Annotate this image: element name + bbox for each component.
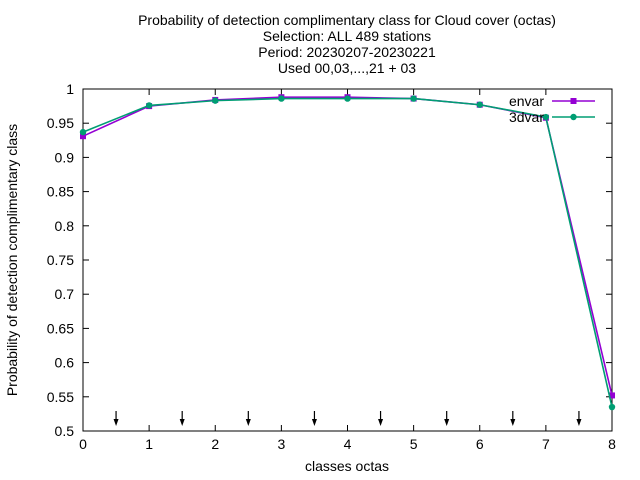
data-point-3dvar (410, 95, 417, 102)
x-tick-label: 6 (476, 436, 484, 452)
x-tick-label: 1 (145, 436, 153, 452)
y-tick-label: 0.9 (55, 149, 75, 165)
y-tick-label: 0.55 (47, 389, 74, 405)
y-tick-label: 0.75 (47, 252, 74, 268)
class-boundary-arrow-head (510, 419, 516, 426)
chart-title-line-1: Probability of detection complimentary c… (138, 12, 556, 28)
legend-marker-envar (570, 98, 577, 104)
legend-label-3dvar: 3dvar (509, 109, 544, 125)
y-tick-label: 0.5 (55, 423, 75, 439)
data-point-envar (80, 133, 86, 140)
chart-title-line-2: Selection: ALL 489 stations (262, 28, 432, 44)
x-tick-label: 2 (211, 436, 219, 452)
x-tick-label: 4 (344, 436, 352, 452)
chart-title-line-3: Period: 20230207-20230221 (258, 44, 436, 60)
data-point-3dvar (608, 403, 616, 411)
class-boundary-arrow-head (444, 419, 450, 426)
class-boundary-arrow-head (378, 419, 384, 426)
y-tick-label: 0.7 (55, 286, 75, 302)
data-point-3dvar (79, 128, 87, 136)
data-point-3dvar (476, 101, 483, 108)
series-line-3dvar (82, 97, 613, 408)
y-tick-label: 0.65 (47, 320, 74, 336)
chart-title-line-4: Used 00,03,...,21 + 03 (277, 60, 417, 76)
legend-marker-3dvar (570, 113, 577, 121)
y-tick-label: 0.95 (47, 115, 74, 131)
data-point-3dvar (212, 97, 219, 104)
plot-frame (82, 88, 613, 432)
data-point-3dvar (278, 95, 285, 102)
x-tick-label: 7 (542, 436, 550, 452)
y-tick-label: 1 (66, 81, 74, 97)
data-point-3dvar (542, 113, 550, 121)
y-tick-label: 0.6 (55, 355, 75, 371)
data-point-envar (609, 392, 615, 399)
y-tick-label: 0.85 (47, 184, 74, 200)
x-tick-label: 5 (410, 436, 418, 452)
x-tick-label: 8 (608, 436, 616, 452)
legend-label-envar: envar (509, 93, 544, 109)
x-tick-label: 3 (277, 436, 285, 452)
y-tick-label: 0.8 (55, 218, 75, 234)
data-point-3dvar (344, 95, 351, 102)
x-tick-label: 0 (79, 436, 87, 452)
class-boundary-arrow-head (576, 419, 582, 426)
class-boundary-arrow-head (179, 419, 185, 426)
data-point-3dvar (145, 102, 153, 109)
y-axis-label: Probability of detection complimentary c… (4, 123, 20, 397)
class-boundary-arrow-head (245, 419, 251, 426)
class-boundary-arrow-head (311, 419, 317, 426)
series-line-envar (82, 96, 613, 396)
x-axis-label: classes octas (304, 458, 390, 474)
class-boundary-arrow-head (113, 419, 119, 426)
